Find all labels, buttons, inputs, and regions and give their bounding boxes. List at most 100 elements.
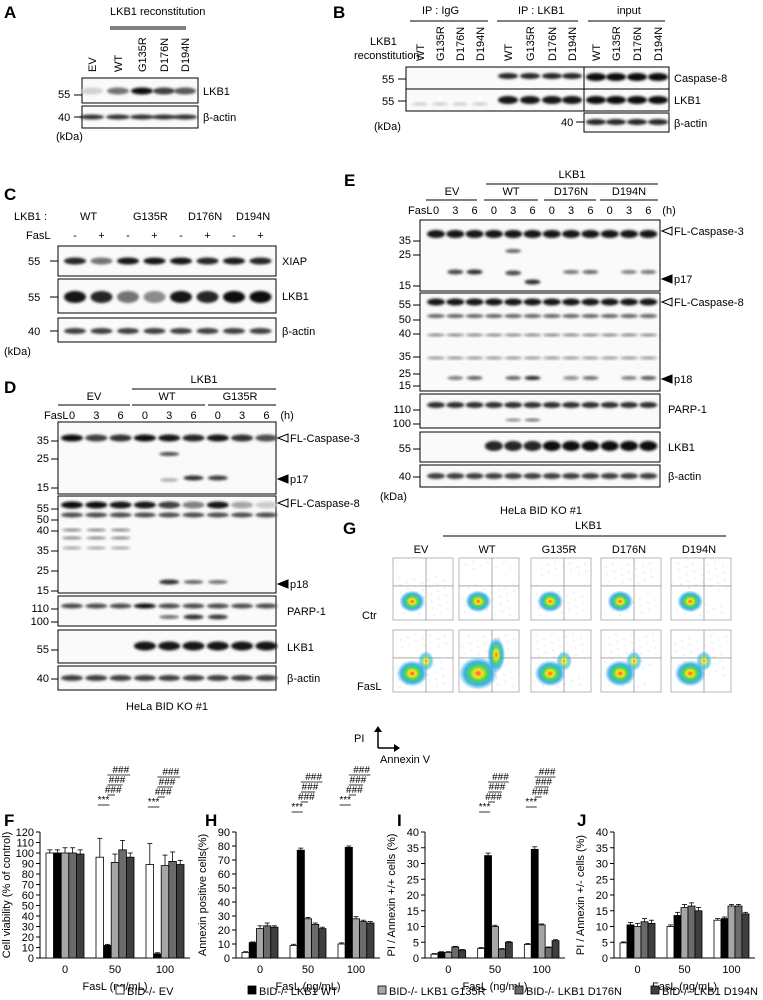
facs-dot [620, 567, 622, 569]
band-d-p18 [183, 580, 204, 584]
bar [296, 849, 305, 959]
facs-dot [649, 664, 651, 666]
facs-population [465, 590, 492, 613]
bar [530, 848, 539, 959]
facs-frame [530, 557, 592, 621]
facs-dot [463, 604, 465, 606]
facs-dot [444, 587, 446, 589]
facs-dot [637, 686, 639, 688]
facs-dot [698, 607, 700, 609]
facs-dot [687, 580, 689, 582]
facs-dot [629, 682, 631, 684]
g-column-label: G135R [542, 544, 577, 556]
facs-dot [505, 586, 507, 588]
facs-dot [676, 609, 678, 611]
band-e-casp8-lower [427, 314, 445, 318]
band-d-casp3 [182, 434, 205, 442]
sig-hashes: ### [353, 765, 370, 776]
band-d-nonspecific [62, 536, 82, 540]
facs-dot [399, 584, 401, 586]
c-group-label: G135R [133, 211, 168, 223]
band-d-casp8-lower [182, 512, 205, 518]
band-d-parp [182, 603, 205, 609]
bar [451, 946, 460, 959]
bar [619, 942, 628, 959]
band-e-p17 [563, 270, 580, 274]
panel-b: B IP : IgG IP : LKB1 input LKB1 reconsti… [333, 3, 727, 133]
facs-dot [413, 680, 415, 682]
facs-dot [609, 644, 611, 646]
facs-dot [410, 609, 412, 611]
facs-dot [418, 663, 420, 665]
mw-b-40: 40 [561, 117, 573, 129]
band-b-igg-lkb1 [472, 102, 488, 106]
facs-dot [431, 600, 433, 602]
band-e-casp8-lower [465, 314, 484, 318]
panel-label-i: I [397, 811, 402, 830]
sig-hashes: ### [305, 772, 322, 783]
band-c-lkb1 [196, 291, 219, 303]
facs-dot [472, 561, 474, 563]
band-e-lkb1 [639, 441, 658, 451]
facs-dot [419, 670, 421, 672]
facs-dot [624, 597, 626, 599]
lane-label-a: G135R [137, 37, 149, 72]
facs-dot [626, 611, 628, 613]
facs-dot [654, 599, 656, 601]
facs-dot [477, 646, 479, 648]
facs-dot [640, 605, 642, 607]
facs-dot [483, 588, 485, 590]
facs-dot [705, 652, 707, 654]
blot-label-d-actin: β-actin [287, 673, 320, 685]
band-e-nonspecific [504, 356, 523, 360]
facs-dot [621, 574, 623, 576]
band-d-casp8-lower [255, 512, 278, 518]
band-c-lkb1 [223, 291, 245, 303]
facs-dot [447, 608, 449, 610]
facs-dot [632, 649, 634, 651]
bar [270, 926, 279, 959]
c-group-label: D176N [188, 211, 222, 223]
facs-dot [684, 613, 686, 615]
facs-dot [708, 571, 710, 573]
group-b-igg: IP : IgG [422, 5, 459, 17]
facs-dot [604, 661, 606, 663]
facs-dot [634, 561, 636, 563]
facs-dot [436, 685, 438, 687]
panel-a-title: LKB1 reconstitution [110, 6, 205, 18]
band-e-nonspecific [639, 333, 658, 337]
group-b-lkb1: IP : LKB1 [518, 5, 564, 17]
facs-dot [414, 585, 416, 587]
y-tick-label: 0 [602, 953, 608, 965]
band-e-casp3 [562, 230, 581, 238]
facs-dot [485, 602, 487, 604]
facs-dot [421, 684, 423, 686]
time-label: 3 [626, 205, 632, 217]
facs-dot [470, 649, 472, 651]
facs-dot [650, 569, 652, 571]
band-d-lkb1 [231, 641, 254, 651]
unit-label: (h) [662, 205, 675, 217]
facs-dot [561, 660, 563, 662]
facs-dot [398, 577, 400, 579]
facs-dot [475, 686, 477, 688]
sig-stars: *** [291, 802, 303, 813]
facs-dot [713, 656, 715, 658]
facs-dot [438, 597, 440, 599]
facs-dot [471, 608, 473, 610]
facs-dot [403, 612, 405, 614]
band-e-parp [504, 402, 523, 408]
facs-dot [691, 610, 693, 612]
sig-hashes: ### [298, 792, 315, 803]
time-label: 6 [118, 410, 124, 422]
band-e-parp [639, 402, 658, 408]
band-d-casp8-lower [158, 512, 181, 518]
panel-label-f: F [4, 811, 14, 830]
band-d-casp8-lower [133, 512, 156, 518]
band-b-ip-lkb1 [562, 96, 582, 104]
y-tick-label: 10 [22, 943, 34, 955]
facs-dot [573, 640, 575, 642]
facs-dot [482, 683, 484, 685]
group-label: WT [158, 391, 175, 403]
